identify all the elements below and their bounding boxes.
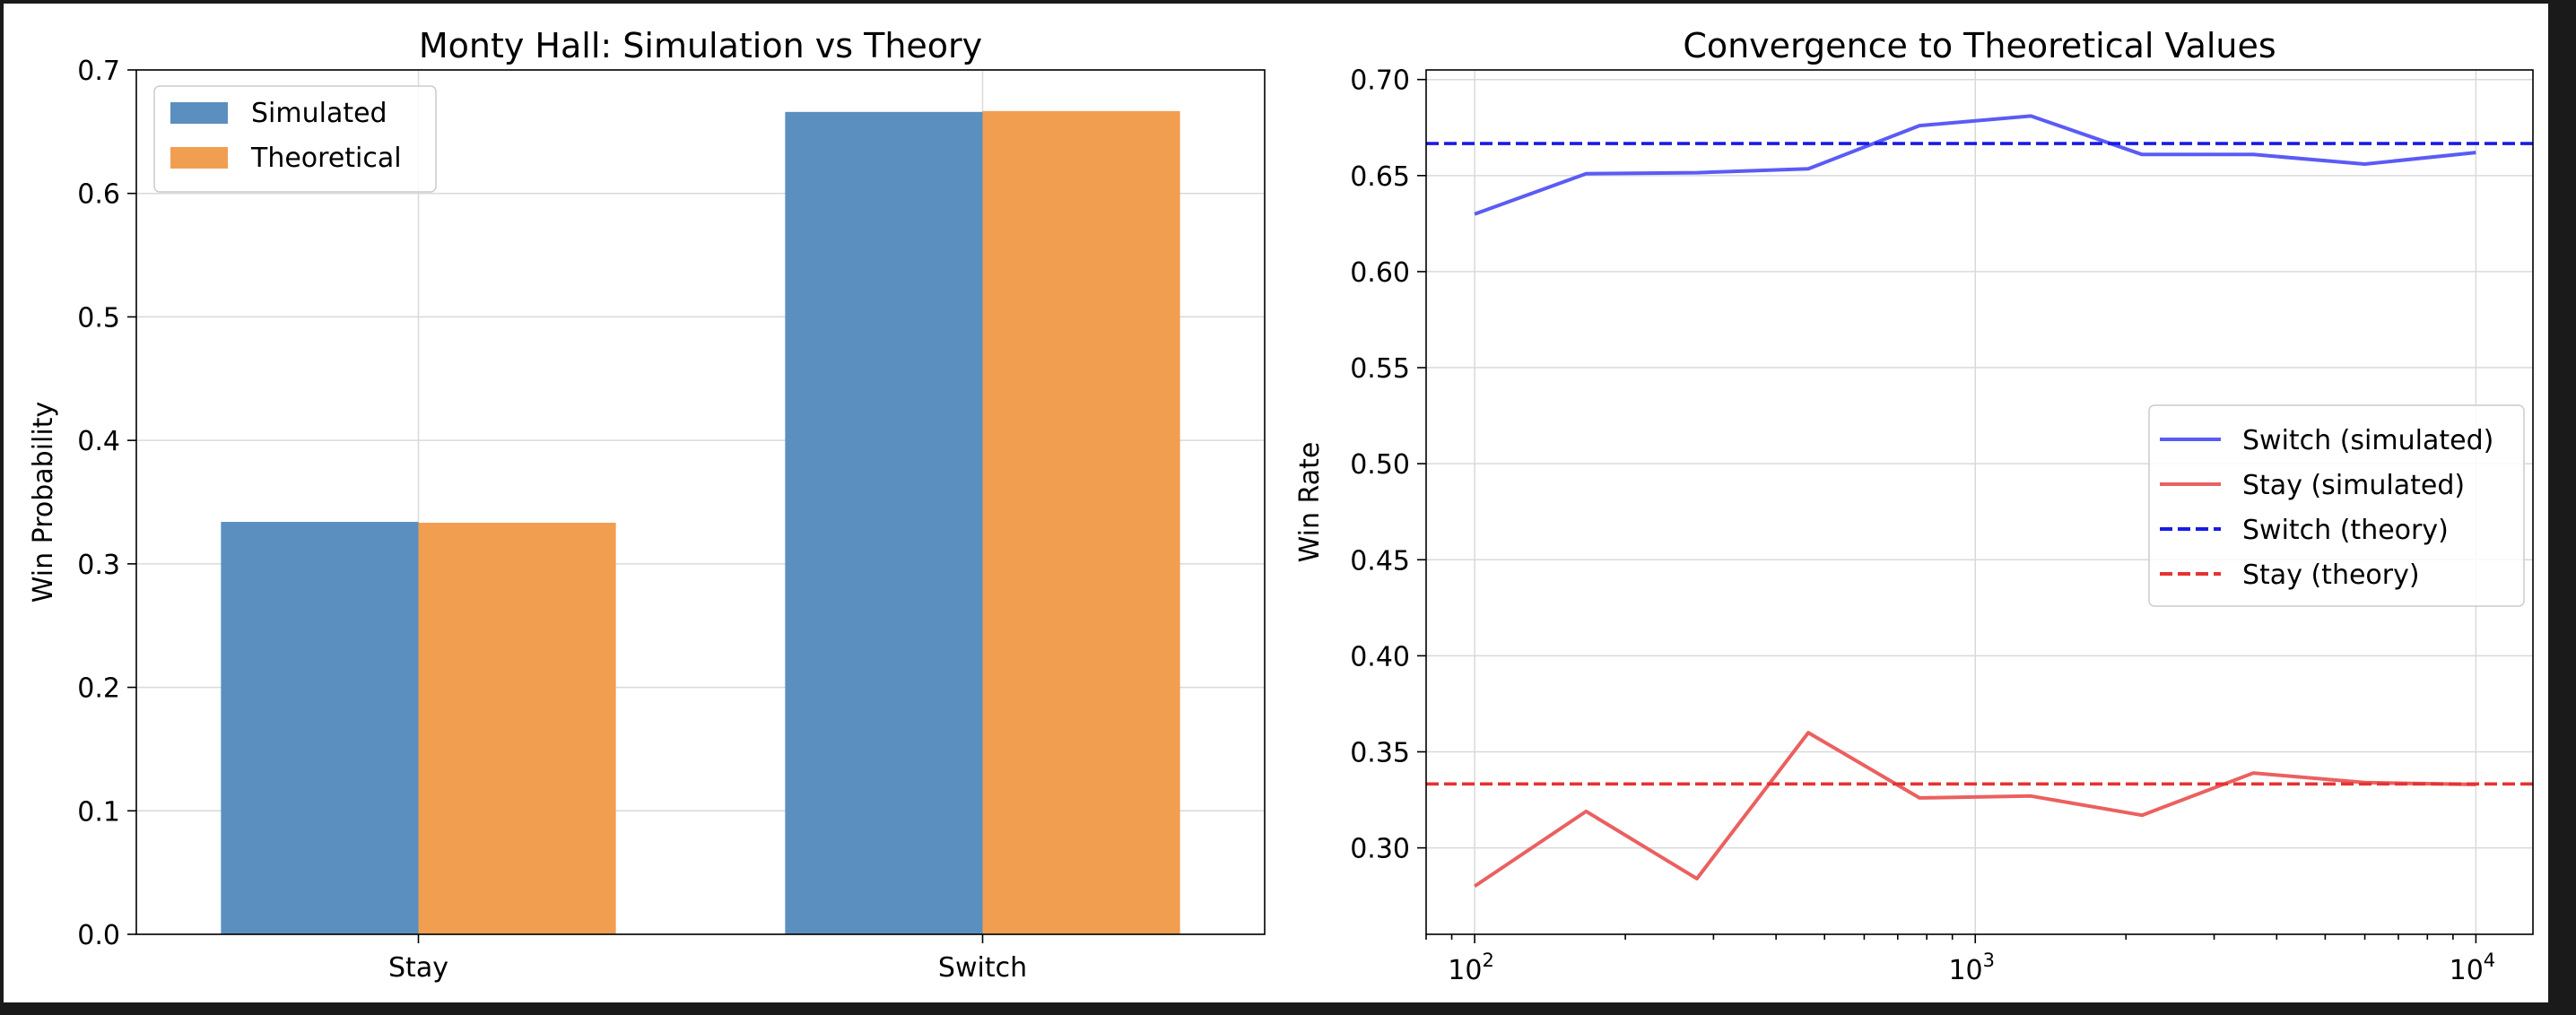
line-chart-legend-box [2148, 404, 2525, 607]
bar-chart-ytick-label: 0.4 [77, 426, 120, 457]
bar-theoretical-switch [982, 110, 1180, 934]
bar-chart: 0.0 0.1 0.2 0.3 0.4 0.5 0.6 0.7 Stay Switch Monty… [28, 26, 1266, 984]
bar-chart-ytick-label: 0.7 [77, 56, 120, 87]
legend-label-simulated: Simulated [251, 98, 387, 129]
bar-chart-ytick-label: 0.2 [77, 673, 120, 705]
bar-chart-ytick-label: 0.1 [77, 796, 120, 828]
bar-chart-ytick-label: 0.3 [77, 550, 120, 581]
line-chart-ytick-label: 0.40 [1350, 641, 1410, 672]
line-chart-ytick-label: 0.70 [1350, 65, 1410, 97]
bar-chart-ytick-label: 0.6 [77, 179, 120, 211]
figure-canvas: 0.0 0.1 0.2 0.3 0.4 0.5 0.6 0.7 Stay Switch Monty… [4, 4, 2548, 1002]
bar-chart-ticks: 0.0 0.1 0.2 0.3 0.4 0.5 0.6 0.7 Stay Switch [77, 56, 1027, 984]
line-chart-ytick-label: 0.50 [1350, 449, 1410, 481]
bar-chart-ytick-label: 0.5 [77, 302, 120, 334]
bar-chart-ytick-label: 0.0 [77, 920, 120, 951]
bar-chart-xtick-label: Stay [388, 952, 448, 984]
bar-chart-title: Monty Hall: Simulation vs Theory [419, 26, 982, 65]
line-chart-ytick-label: 0.55 [1350, 353, 1410, 385]
line-switch-simulated [1474, 114, 2476, 216]
bar-simulated-switch [785, 111, 983, 934]
legend-label-stay-simulated: Stay (simulated) [2242, 470, 2465, 501]
legend-label-stay-theory: Stay (theory) [2242, 560, 2420, 591]
bar-chart-ylabel: Win Probability [28, 402, 59, 603]
line-chart-ytick-label: 0.35 [1350, 737, 1410, 768]
bar-simulated-stay [221, 522, 419, 934]
bar-chart-frame [135, 69, 1266, 935]
line-chart-ytick-label: 0.65 [1350, 161, 1410, 193]
line-chart: 0.30 0.35 0.40 0.45 0.50 0.55 0.60 0.65 0.70 102 1… [1294, 26, 2534, 986]
line-chart-xtick-label: 102 [1448, 950, 1494, 986]
bar-chart-legend: Simulated Theoretical [153, 85, 437, 193]
legend-label-theoretical: Theoretical [250, 143, 402, 174]
chart-svg: 0.0 0.1 0.2 0.3 0.4 0.5 0.6 0.7 Stay Switch Monty… [28, 26, 2534, 986]
line-chart-ytick-label: 0.30 [1350, 834, 1410, 865]
line-chart-legend: Switch (simulated) Stay (simulated) Switch… [2148, 404, 2525, 607]
bar-theoretical-stay [418, 522, 616, 934]
line-stay-simulated [1473, 731, 2476, 889]
legend-swatch-theoretical [170, 147, 228, 169]
bar-chart-bars [221, 110, 1180, 934]
line-chart-xtick-label: 103 [1948, 950, 1995, 986]
line-chart-xtick-label: 104 [2450, 950, 2496, 986]
legend-label-switch-theory: Switch (theory) [2242, 515, 2449, 546]
line-chart-ytick-label: 0.60 [1350, 257, 1410, 289]
line-chart-ticks: 0.30 0.35 0.40 0.45 0.50 0.55 0.60 0.65 0.70 102 1… [1350, 65, 2495, 986]
bar-chart-xtick-label: Switch [938, 952, 1027, 984]
legend-swatch-simulated [170, 102, 228, 124]
line-chart-lines [1426, 114, 2533, 889]
line-chart-title: Convergence to Theoretical Values [1683, 26, 2276, 65]
line-chart-ylabel: Win Rate [1294, 442, 1326, 563]
legend-label-switch-simulated: Switch (simulated) [2242, 425, 2493, 456]
line-chart-frame [1425, 69, 2534, 935]
line-chart-ytick-label: 0.45 [1350, 545, 1410, 577]
